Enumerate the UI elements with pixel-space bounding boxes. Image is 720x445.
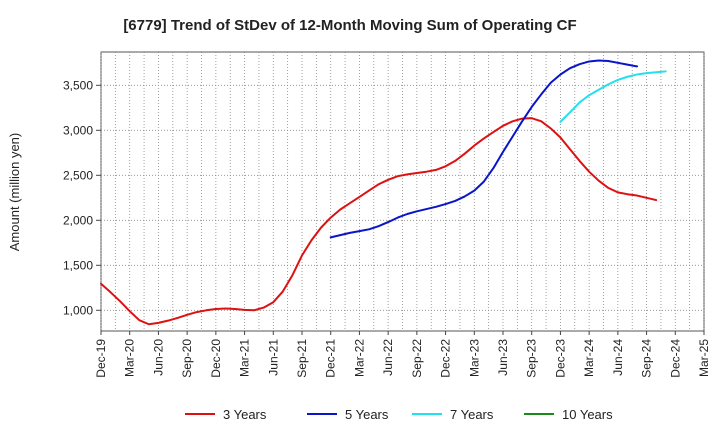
series-line-3-years [100,117,658,326]
x-tick-label: Mar-23 [467,339,481,377]
y-tick-label: 1,500 [63,258,93,272]
chart-title: [6779] Trend of StDev of 12-Month Moving… [123,17,576,34]
x-tick-label: Dec-24 [668,339,682,378]
y-tick-label: 1,000 [63,303,93,317]
x-tick-label: Sep-24 [640,339,654,378]
x-tick-label: Sep-21 [295,339,309,378]
x-tick-label: Mar-21 [238,339,252,377]
legend-label-10-years: 10 Years [562,407,613,422]
x-tick-label: Jun-21 [266,339,280,376]
x-tick-label: Jun-23 [496,339,510,376]
x-tick-label: Sep-20 [180,339,194,378]
legend: 3 Years 5 Years 7 Years 10 Years [185,407,613,422]
axes: 1,000 1,500 2,000 2,500 3,000 3,500 Dec-19 Mar-… [63,78,711,377]
legend-label-3-years: 3 Years [223,407,267,422]
x-tick-label: Jun-22 [381,339,395,376]
x-tick-label: Sep-22 [410,339,424,378]
series-line-7-years [559,70,667,123]
x-tick-label: Mar-20 [123,339,137,377]
series-lines [100,59,667,326]
x-tick-label: Dec-21 [324,339,338,378]
x-tick-label: Dec-22 [439,339,453,378]
x-tick-label: Mar-22 [352,339,366,377]
x-tick-label: Jun-24 [611,339,625,376]
y-tick-label: 3,500 [63,78,93,92]
x-tick-label: Mar-24 [582,339,596,377]
x-tick-label: Dec-23 [553,339,567,378]
x-tick-label: Dec-20 [209,339,223,378]
x-tick-label: Mar-25 [697,339,711,377]
y-tick-label: 2,500 [63,168,93,182]
legend-label-7-years: 7 Years [450,407,494,422]
x-tick-label: Jun-20 [151,339,165,376]
y-axis-label: Amount (million yen) [7,133,22,252]
x-tick-label: Sep-23 [525,339,539,378]
y-tick-label: 2,000 [63,213,93,227]
x-tick-label: Dec-19 [94,339,108,378]
y-tick-label: 3,000 [63,123,93,137]
legend-label-5-years: 5 Years [345,407,389,422]
series-line-5-years [329,59,638,239]
gridlines [100,52,705,331]
